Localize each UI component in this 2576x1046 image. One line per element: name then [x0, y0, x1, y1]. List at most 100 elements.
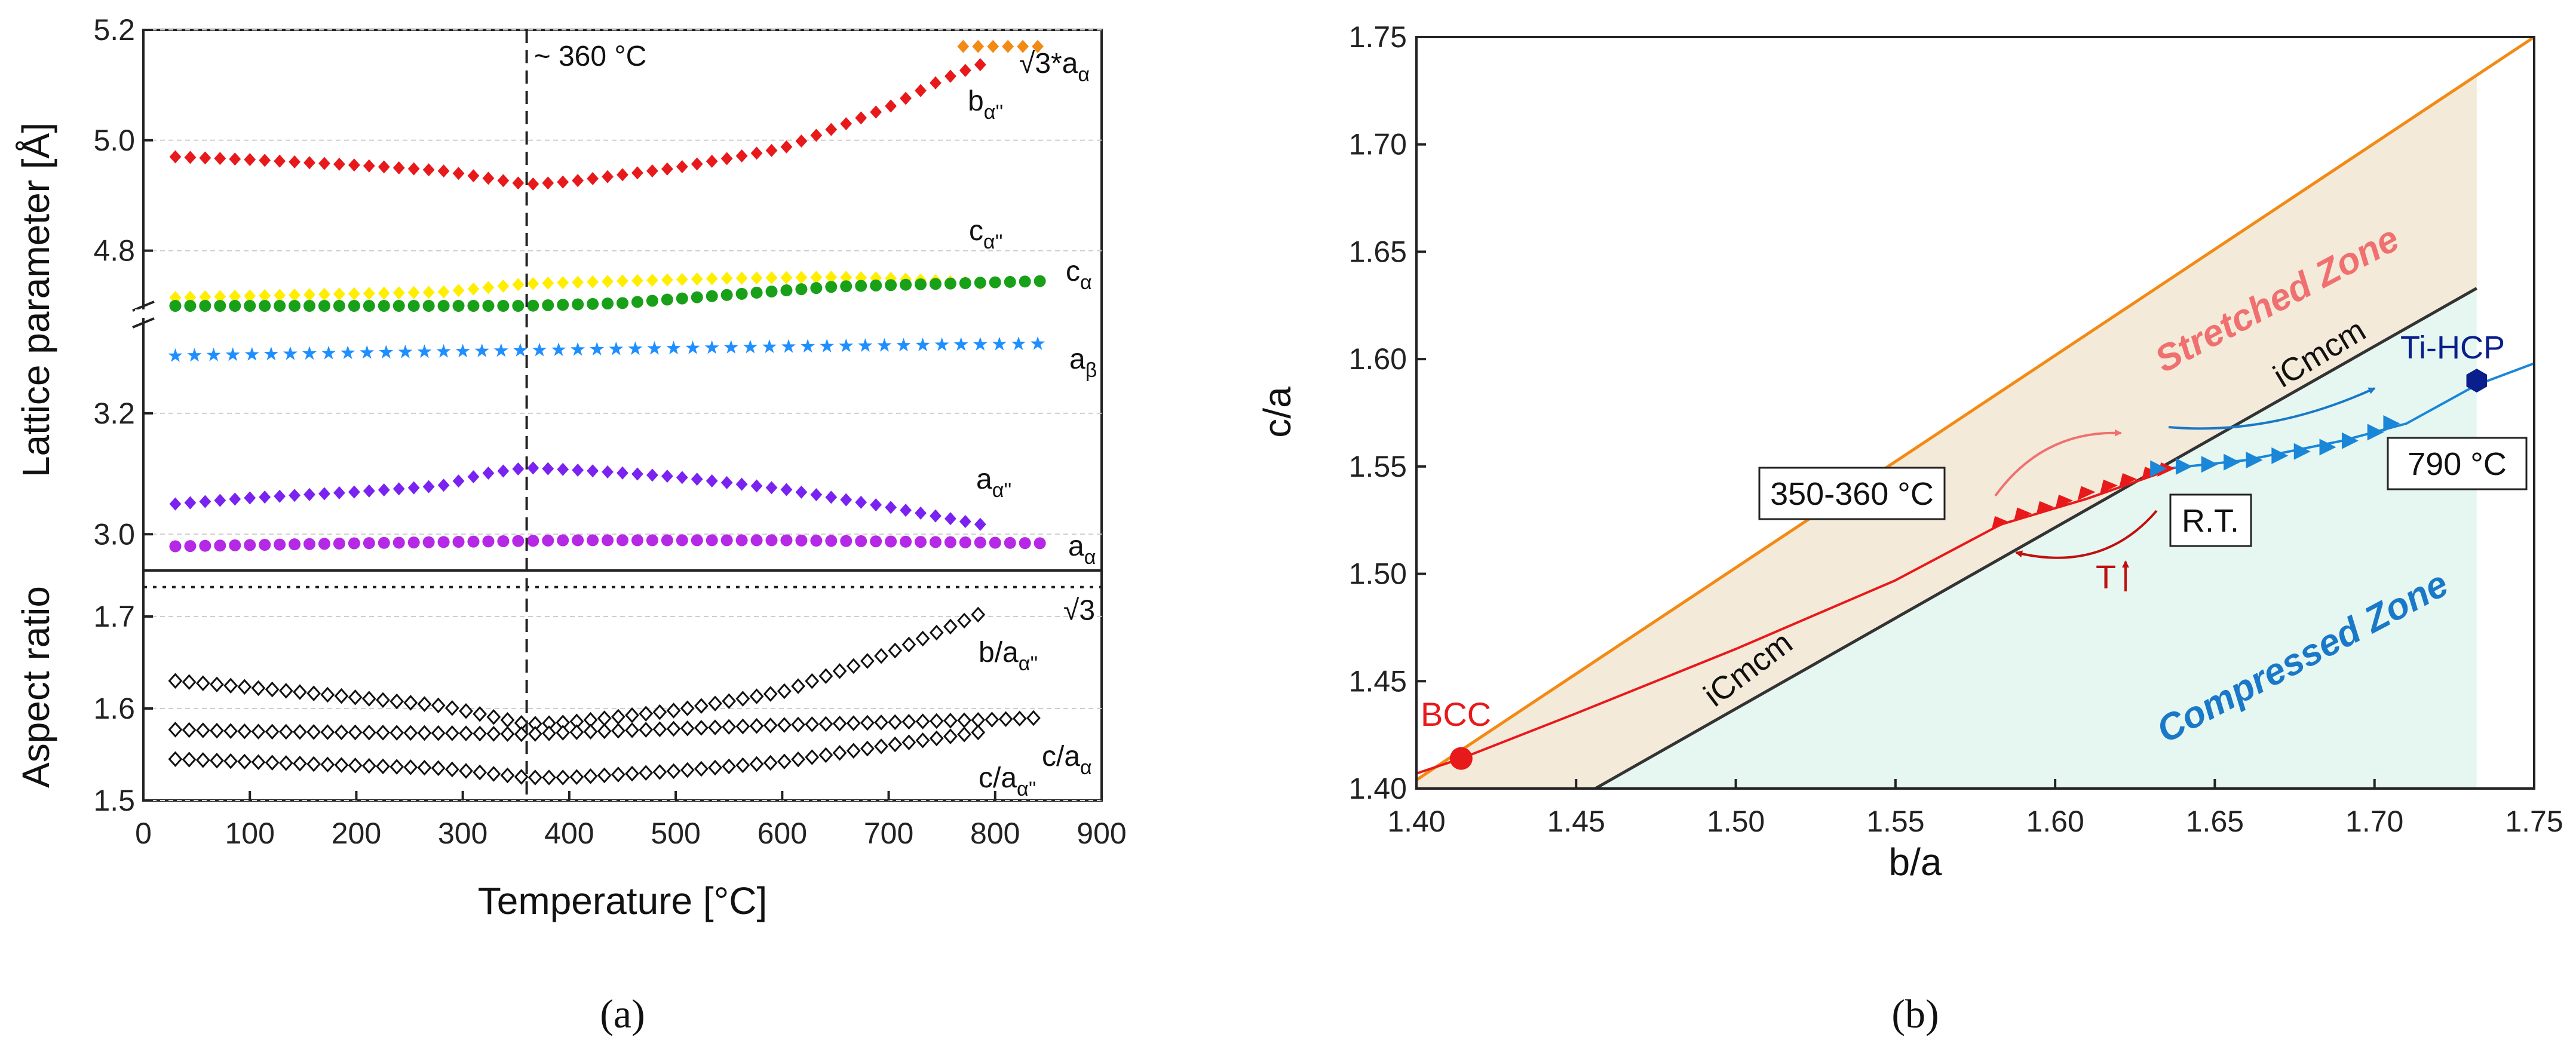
x-tick-label: 1.45 [1547, 805, 1605, 838]
panel-a: 0 100 200 300 400 500 600 700 800 900 4.8 5.0 5.2 3.0… [14, 13, 1127, 1036]
series-b/a_α'' [168, 606, 986, 732]
axis-break-mark [132, 300, 155, 329]
series-a_α [169, 534, 1046, 553]
y-tick-label: 1.5 [93, 784, 135, 817]
x-tick-label: 1.70 [2345, 805, 2403, 838]
x-tick-label: 300 [438, 817, 487, 850]
label-c/a_α: c/aα [1042, 741, 1092, 779]
red-marker [2100, 479, 2118, 494]
t-label: T [2096, 558, 2116, 596]
y-tick-label: 1.45 [1349, 664, 1407, 698]
red-marker [2119, 473, 2138, 488]
y-tick-label: 1.60 [1349, 342, 1407, 376]
blue-marker [2293, 443, 2311, 460]
panel-a-ticks: 0 100 200 300 400 500 600 700 800 900 4.8 5.0 5.2 3.0… [93, 13, 1126, 850]
red-marker [2036, 501, 2054, 516]
panel-label-b: (b) [1891, 991, 1939, 1036]
x-tick-label: 200 [332, 817, 381, 850]
red-path [1416, 470, 2167, 775]
blue-marker [2224, 453, 2241, 471]
x-tick-label: 100 [225, 817, 275, 850]
label-c/a_α'': c/aα'' [979, 762, 1036, 800]
y-tick-label: 3.0 [93, 517, 135, 551]
blue-arrow [2168, 387, 2376, 430]
blue-marker [2246, 452, 2263, 469]
y-axis-title-bottom: Aspect ratio [14, 586, 57, 788]
label-rt: R.T. [2182, 503, 2239, 539]
label-a_α'': aα'' [976, 464, 1011, 502]
series-a_β [168, 336, 1045, 362]
x-tick-label: 1.50 [1707, 805, 1765, 838]
x-tick-label: 500 [651, 817, 700, 850]
y-tick-label: 1.65 [1349, 235, 1407, 268]
ti-hcp-label: Ti-HCP [2400, 330, 2505, 366]
blue-marker [2383, 415, 2400, 432]
y-tick-label: 1.75 [1349, 20, 1407, 54]
label-b_α'': bα'' [968, 85, 1003, 124]
y-tick-label: 1.70 [1349, 128, 1407, 161]
blue-marker [2271, 447, 2289, 464]
red-marker [2013, 507, 2032, 522]
series-c/a_α'' [168, 724, 986, 786]
y-tick-label: 5.2 [93, 13, 135, 47]
label-a_α: aα [1068, 530, 1096, 569]
y-tick-label: 1.55 [1349, 450, 1407, 483]
ti-hcp-point [2466, 369, 2488, 393]
blue-marker [2201, 456, 2218, 473]
sqrt3-label: √3 [1063, 595, 1095, 627]
label-box-790 [2387, 437, 2528, 490]
panel-a-gridlines [143, 29, 1102, 801]
label-√3*a_α: √3*aα [1019, 48, 1090, 86]
orange-boundary-line [1416, 37, 2534, 781]
series-√3*a_α [957, 39, 1044, 53]
y-tick-label: 4.8 [93, 234, 135, 268]
red-marker [2157, 462, 2176, 477]
transition-label: ~ 360 °C [534, 41, 647, 72]
panel-label-a: (a) [600, 991, 645, 1036]
y-tick-label: 1.50 [1349, 557, 1407, 591]
red-marker [2077, 486, 2096, 501]
blue-marker [2341, 432, 2359, 449]
x-tick-label: 900 [1077, 817, 1126, 850]
y-axis-title-top: Lattice parameter [Å] [14, 122, 57, 477]
x-tick-label: 600 [758, 817, 807, 850]
label-box-350 [1758, 467, 1946, 520]
series-c/a_α [168, 710, 1041, 743]
bcc-point [1449, 747, 1473, 770]
x-tick-label: 1.40 [1387, 805, 1445, 838]
y-tick-label: 1.7 [93, 600, 135, 633]
x-tick-label: 1.55 [1866, 805, 1924, 838]
heating-arrow-up [1994, 429, 2122, 497]
label-box-rt [2169, 493, 2252, 547]
y-tick-label: 3.2 [93, 397, 135, 430]
y-tick-label: 5.0 [93, 124, 135, 157]
series-b_α'' [169, 58, 986, 191]
cooling-arrow [2015, 510, 2158, 559]
blue-marker [2319, 438, 2336, 456]
bcc-label: BCC [1421, 695, 1491, 733]
red-markers [1991, 462, 2176, 530]
x-tick-label: 800 [970, 817, 1020, 850]
x-axis-title-b: b/a [1889, 841, 1942, 884]
x-tick-label: 1.65 [2186, 805, 2244, 838]
x-tick-label: 1.75 [2505, 805, 2563, 838]
blue-marker [2150, 460, 2167, 477]
x-tick-label: 1.60 [2026, 805, 2084, 838]
y-tick-label: 1.6 [93, 692, 135, 725]
blue-marker [2175, 458, 2192, 475]
panel-a-series-labels: bα'' √3*aα cα'' cα aβ aα'' aα b/aα'' c/aαc/aα'' [968, 48, 1097, 800]
blue-marker [2367, 424, 2384, 441]
label-a_β: aβ [1069, 343, 1097, 382]
y-tick-label: 1.40 [1349, 772, 1407, 805]
stretched-zone-fill [1416, 75, 2477, 789]
label-790: 790 °C [2408, 446, 2507, 482]
panel-a-series [168, 39, 1046, 786]
x-tick-label: 0 [135, 817, 152, 850]
panel-b: 1.40 1.45 1.50 1.55 1.60 1.65 1.70 1.75 1.40 1.45… [1256, 20, 2563, 1036]
label-b/a_α'': b/aα'' [979, 637, 1038, 675]
icmcm-line [1594, 287, 2478, 789]
panel-b-ticks: 1.40 1.45 1.50 1.55 1.60 1.65 1.70 1.75 1.40 1.45… [1349, 20, 2563, 838]
label-c_α'': cα'' [969, 215, 1003, 253]
series-a_α'' [169, 461, 986, 531]
